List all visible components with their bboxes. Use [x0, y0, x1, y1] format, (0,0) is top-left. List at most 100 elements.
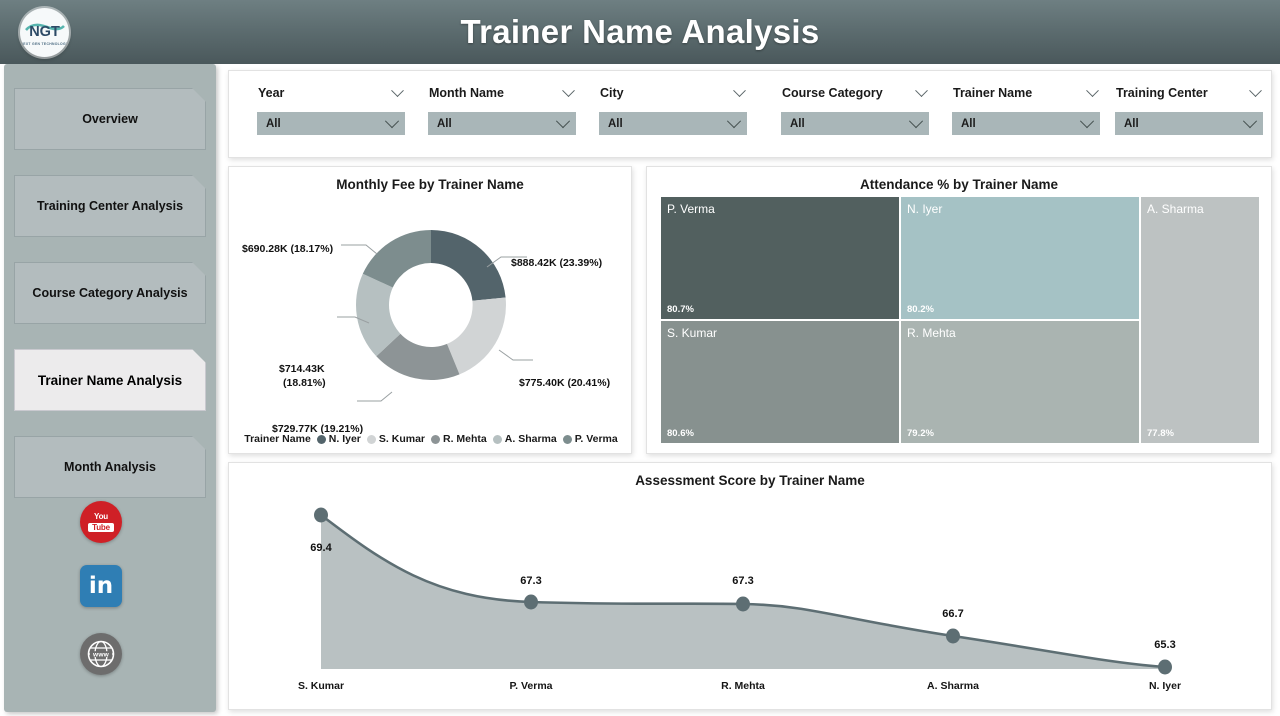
treemap-tile-n-iyer[interactable]: N. Iyer 80.2% — [900, 196, 1140, 320]
donut-legend: Trainer Name N. Iyer S. Kumar R. Mehta A… — [229, 433, 633, 445]
x-tick-n-iyer: N. Iyer — [1148, 680, 1182, 692]
slicer-title: Training Center — [1116, 86, 1208, 100]
legend-item-s-kumar[interactable]: S. Kumar — [366, 433, 425, 445]
area-value-p-verma: 67.3 — [520, 575, 542, 587]
chevron-down-icon[interactable] — [1086, 83, 1099, 97]
legend-label: A. Sharma — [504, 433, 557, 445]
donut-svg — [337, 230, 533, 402]
sidebar-item-course-category-analysis[interactable]: Course Category Analysis — [14, 262, 206, 324]
svg-text:NEXT GEN TECHNOLOGY: NEXT GEN TECHNOLOGY — [21, 42, 69, 46]
tile-value: 80.6% — [667, 428, 694, 439]
marker-r-mehta[interactable] — [736, 596, 750, 612]
slicer-dropdown[interactable]: All — [428, 112, 576, 135]
donut-slice-s-kumar[interactable] — [447, 297, 506, 375]
slicer-course-category[interactable]: Course Category All — [781, 83, 929, 135]
legend-item-a-sharma[interactable]: A. Sharma — [492, 433, 557, 445]
tile-label: S. Kumar — [667, 326, 718, 340]
chevron-down-icon[interactable] — [908, 113, 924, 128]
donut-slice-a-sharma[interactable] — [356, 273, 401, 357]
page-title: Trainer Name Analysis — [460, 13, 820, 50]
slicer-value: All — [608, 117, 623, 130]
svg-text:NGT: NGT — [29, 24, 60, 40]
area-value-a-sharma: 66.7 — [942, 608, 964, 620]
treemap-tile-p-verma[interactable]: P. Verma 80.7% — [660, 196, 900, 320]
marker-p-verma[interactable] — [524, 594, 538, 610]
x-tick-r-mehta: R. Mehta — [721, 680, 765, 692]
sidebar-item-trainer-name-analysis[interactable]: Trainer Name Analysis — [14, 349, 206, 411]
marker-s-kumar[interactable] — [314, 507, 328, 523]
chevron-down-icon[interactable] — [555, 113, 571, 128]
slicer-dropdown[interactable]: All — [599, 112, 747, 135]
donut-label-a-sharma-pct: (18.81%) — [283, 377, 326, 389]
chevron-down-icon[interactable] — [562, 83, 575, 97]
tile-label: P. Verma — [667, 202, 715, 216]
slicer-title: Year — [258, 86, 285, 100]
chevron-down-icon[interactable] — [726, 113, 742, 128]
legend-label: P. Verma — [574, 433, 618, 445]
sidebar-item-label: Course Category Analysis — [32, 286, 188, 300]
slicer-dropdown[interactable]: All — [257, 112, 405, 135]
slicer-header: Course Category — [781, 83, 929, 103]
sidebar-item-month-analysis[interactable]: Month Analysis — [14, 436, 206, 498]
donut-slice-p-verma[interactable] — [362, 230, 431, 288]
slicer-title: City — [600, 86, 624, 100]
legend-item-n-iyer[interactable]: N. Iyer — [316, 433, 361, 445]
x-tick-p-verma: P. Verma — [509, 680, 553, 692]
legend-item-p-verma[interactable]: P. Verma — [562, 433, 618, 445]
donut-label-r-mehta: $729.77K (19.21%) — [272, 423, 364, 435]
website-icon[interactable]: www — [80, 633, 122, 675]
x-tick-s-kumar: S. Kumar — [297, 680, 345, 692]
youtube-glyph: You Tube — [88, 512, 114, 532]
donut-chart: $888.42K (23.39%) $775.40K (20.41%) $729… — [229, 195, 633, 435]
treemap-tile-r-mehta[interactable]: R. Mehta 79.2% — [900, 320, 1140, 444]
linkedin-icon[interactable]: in — [80, 565, 122, 607]
chart-title: Attendance % by Trainer Name — [859, 177, 1059, 192]
donut-slice-r-mehta[interactable] — [376, 333, 460, 381]
chevron-down-icon[interactable] — [384, 113, 400, 128]
slicer-title: Trainer Name — [953, 86, 1033, 100]
chevron-down-icon[interactable] — [391, 83, 404, 97]
treemap-tile-s-kumar[interactable]: S. Kumar 80.6% — [660, 320, 900, 444]
chevron-down-icon[interactable] — [1242, 113, 1258, 128]
marker-a-sharma[interactable] — [946, 628, 960, 644]
slicer-value: All — [437, 117, 452, 130]
chevron-down-icon[interactable] — [915, 83, 928, 97]
treemap-tile-a-sharma[interactable]: A. Sharma 77.8% — [1140, 196, 1260, 444]
slicer-month-name[interactable]: Month Name All — [428, 83, 576, 135]
youtube-icon[interactable]: You Tube — [80, 501, 122, 543]
slicer-dropdown[interactable]: All — [781, 112, 929, 135]
slicer-city[interactable]: City All — [599, 83, 747, 135]
chart-title: Monthly Fee by Trainer Name — [336, 177, 524, 192]
slicer-value: All — [1124, 117, 1139, 130]
slicer-year[interactable]: Year All — [257, 83, 405, 135]
legend-swatch — [366, 434, 376, 444]
area-fill — [321, 515, 1165, 669]
sidebar-item-training-center-analysis[interactable]: Training Center Analysis — [14, 175, 206, 237]
donut-label-p-verma: $690.28K (18.17%) — [242, 243, 334, 255]
legend-title: Trainer Name — [244, 433, 311, 445]
sidebar-item-overview[interactable]: Overview — [14, 88, 206, 150]
marker-n-iyer[interactable] — [1158, 659, 1172, 675]
slicer-dropdown[interactable]: All — [952, 112, 1100, 135]
slicer-trainer-name[interactable]: Trainer Name All — [952, 83, 1100, 135]
donut-label-n-iyer: $888.42K (23.39%) — [511, 257, 603, 269]
logo-svg: NGT NEXT GEN TECHNOLOGY — [20, 8, 69, 57]
monthly-fee-donut-card: Monthly Fee by Trainer Name — [228, 166, 632, 454]
chevron-down-icon[interactable] — [1079, 113, 1095, 128]
donut-slice-n-iyer[interactable] — [431, 230, 506, 301]
slicer-value: All — [961, 117, 976, 130]
legend-item-r-mehta[interactable]: R. Mehta — [431, 433, 487, 445]
tile-value: 79.2% — [907, 428, 934, 439]
attendance-treemap-card: Attendance % by Trainer Name P. Verma 80… — [646, 166, 1272, 454]
chevron-down-icon[interactable] — [733, 83, 746, 97]
tile-label: R. Mehta — [907, 326, 956, 340]
slicer-header: Trainer Name — [952, 83, 1100, 103]
area-value-n-iyer: 65.3 — [1154, 639, 1176, 651]
slicer-training-center[interactable]: Training Center All — [1115, 83, 1263, 135]
chevron-down-icon[interactable] — [1249, 83, 1262, 97]
area-markers — [314, 507, 1172, 675]
slicer-dropdown[interactable]: All — [1115, 112, 1263, 135]
area-value-r-mehta: 67.3 — [732, 575, 754, 587]
tile-value: 77.8% — [1147, 428, 1174, 439]
